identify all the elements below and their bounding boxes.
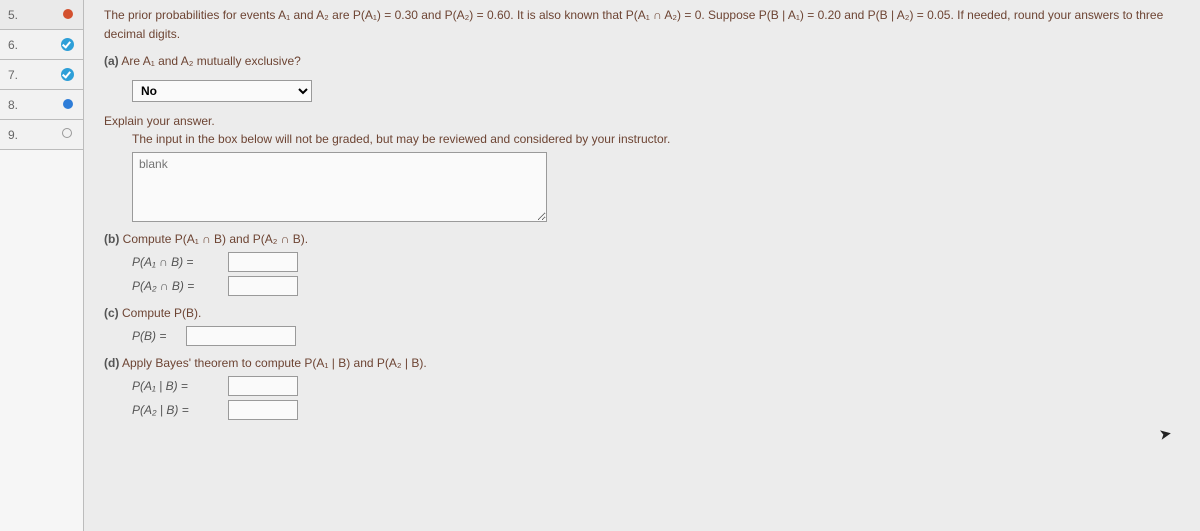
part-c: (c) Compute P(B).: [104, 306, 1180, 320]
eq-label-a2b: P(A₂ ∩ B) =: [132, 279, 222, 293]
part-c-text: Compute P(B).: [122, 306, 201, 320]
cursor-icon: ➤: [1158, 424, 1174, 444]
question-content: The prior probabilities for events A₁ an…: [84, 0, 1200, 531]
status-icon: [61, 38, 75, 52]
eq-label-a1b: P(A₁ ∩ B) =: [132, 255, 222, 269]
input-pa2b[interactable]: [228, 276, 298, 296]
eq-label-pb: P(B) =: [132, 329, 180, 343]
question-intro: The prior probabilities for events A₁ an…: [104, 6, 1180, 44]
nav-num: 7.: [8, 68, 18, 82]
nav-item-7[interactable]: 7.: [0, 60, 83, 90]
mutually-exclusive-select[interactable]: No: [132, 80, 312, 102]
nav-num: 8.: [8, 98, 18, 112]
part-b-text: Compute P(A₁ ∩ B) and P(A₂ ∩ B).: [123, 232, 308, 246]
part-b-label: (b): [104, 232, 119, 246]
part-a-label: (a): [104, 54, 119, 68]
status-icon: [61, 128, 75, 142]
nav-item-8[interactable]: 8.: [0, 90, 83, 120]
part-c-label: (c): [104, 306, 119, 320]
status-icon: [61, 68, 75, 82]
grading-note: The input in the box below will not be g…: [132, 132, 1180, 146]
part-a-text: Are A₁ and A₂ mutually exclusive?: [121, 54, 300, 68]
eq-label-pa1givenb: P(A₁ | B) =: [132, 379, 222, 393]
part-d: (d) Apply Bayes' theorem to compute P(A₁…: [104, 356, 1180, 370]
nav-item-6[interactable]: 6.: [0, 30, 83, 60]
explain-textarea[interactable]: [132, 152, 547, 222]
nav-num: 9.: [8, 128, 18, 142]
nav-item-9[interactable]: 9.: [0, 120, 83, 150]
part-a: (a) Are A₁ and A₂ mutually exclusive?: [104, 54, 1180, 68]
input-pa1givenb[interactable]: [228, 376, 298, 396]
nav-item-5[interactable]: 5.: [0, 0, 83, 30]
input-pb[interactable]: [186, 326, 296, 346]
status-icon: [61, 98, 75, 112]
part-b: (b) Compute P(A₁ ∩ B) and P(A₂ ∩ B).: [104, 232, 1180, 246]
eq-label-pa2givenb: P(A₂ | B) =: [132, 403, 222, 417]
part-d-label: (d): [104, 356, 119, 370]
explain-label: Explain your answer.: [104, 114, 1180, 128]
nav-num: 6.: [8, 38, 18, 52]
status-icon: [61, 8, 75, 22]
input-pa1b[interactable]: [228, 252, 298, 272]
input-pa2givenb[interactable]: [228, 400, 298, 420]
nav-num: 5.: [8, 8, 18, 22]
part-d-text: Apply Bayes' theorem to compute P(A₁ | B…: [122, 356, 427, 370]
question-nav-sidebar: 5. 6. 7. 8. 9.: [0, 0, 84, 531]
